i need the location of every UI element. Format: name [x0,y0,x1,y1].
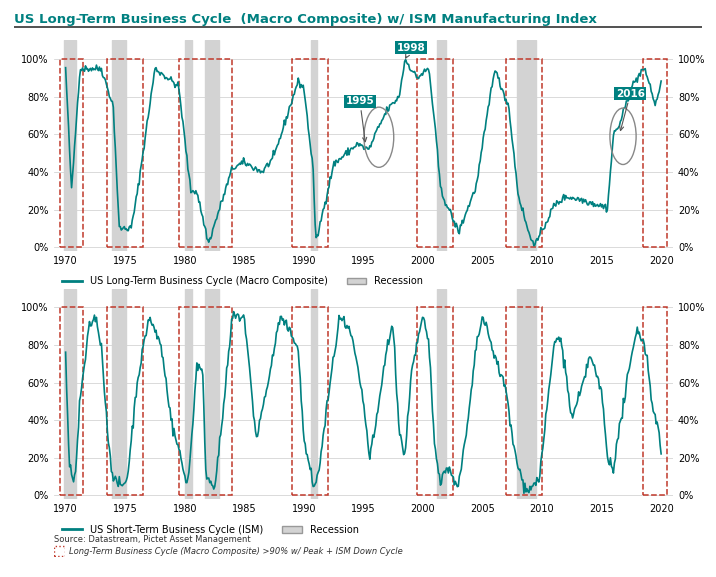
Bar [292,308,328,495]
Bar [64,288,77,499]
Bar [205,40,219,251]
Bar [437,40,445,251]
Text: 1998: 1998 [397,43,425,58]
Bar [292,59,328,247]
Bar [185,40,192,251]
Bar [107,59,143,247]
Bar [643,59,667,247]
Bar [643,308,667,495]
Bar [112,40,126,251]
Bar [59,59,84,247]
Bar [517,40,536,251]
Bar [437,288,445,499]
Legend: US Long-Term Business Cycle (Macro Composite), Recession: US Long-Term Business Cycle (Macro Compo… [59,272,427,290]
Legend: US Short-Term Business Cycle (ISM), Recession: US Short-Term Business Cycle (ISM), Rece… [59,520,362,538]
Bar [311,40,317,251]
Text: Long-Term Business Cycle (Macro Composite) >90% w/ Peak + ISM Down Cycle: Long-Term Business Cycle (Macro Composit… [69,547,402,556]
Bar [64,40,77,251]
Bar [54,546,64,556]
Bar [517,288,536,499]
Text: 1995: 1995 [346,96,374,142]
Bar [107,308,143,495]
Bar [205,288,219,499]
Bar [417,59,453,247]
Bar [185,288,192,499]
Bar [179,59,233,247]
Bar [506,308,542,495]
Text: US Long-Term Business Cycle  (Macro Composite) w/ ISM Manufacturing Index: US Long-Term Business Cycle (Macro Compo… [14,13,597,26]
Bar [311,288,317,499]
Bar [59,308,84,495]
Bar [112,288,126,499]
Bar [417,308,453,495]
Text: 2016: 2016 [616,89,645,130]
Bar [179,308,233,495]
Bar [506,59,542,247]
Text: Source: Datastream, Pictet Asset Management: Source: Datastream, Pictet Asset Managem… [54,535,251,545]
